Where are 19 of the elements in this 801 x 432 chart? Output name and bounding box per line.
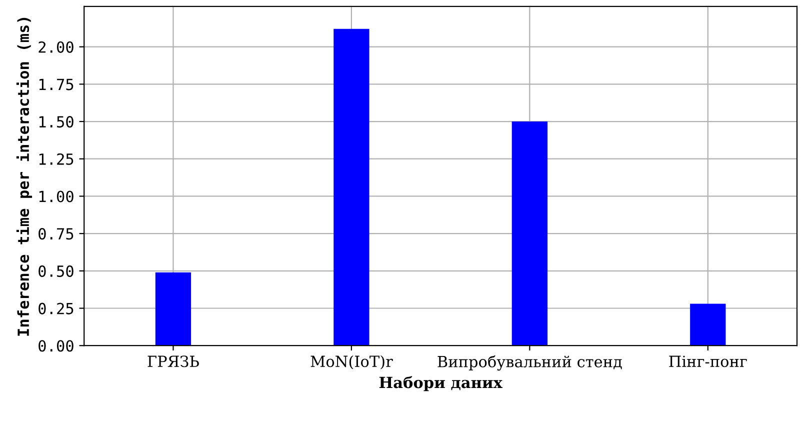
- y-tick-label: 1.00: [39, 190, 74, 202]
- bar: [155, 272, 192, 346]
- y-tick-label: 0.75: [38, 228, 74, 240]
- x-tick-label: MoN(IoT)r: [310, 355, 393, 370]
- y-tick-label: 1.25: [39, 153, 74, 165]
- x-tick-label: ГРЯЗЬ: [148, 356, 199, 368]
- x-axis-title: Набори даних: [379, 376, 503, 392]
- x-tick-label: Випробувальний стенд: [438, 355, 622, 371]
- y-tick-label: 0.50: [38, 265, 74, 277]
- y-tick-label: 1.75: [39, 78, 74, 90]
- y-axis-title: Inference time per interaction (ms): [16, 18, 32, 336]
- bar: [334, 28, 370, 346]
- y-tick-label: 2.00: [38, 41, 74, 53]
- x-tick-label: Пінг-понг: [669, 356, 747, 368]
- bar: [512, 122, 548, 346]
- y-tick-label: 1.50: [39, 116, 74, 128]
- y-tick-label: 0.25: [38, 302, 74, 314]
- y-tick-label: 0.00: [38, 340, 74, 352]
- bar: [690, 304, 726, 346]
